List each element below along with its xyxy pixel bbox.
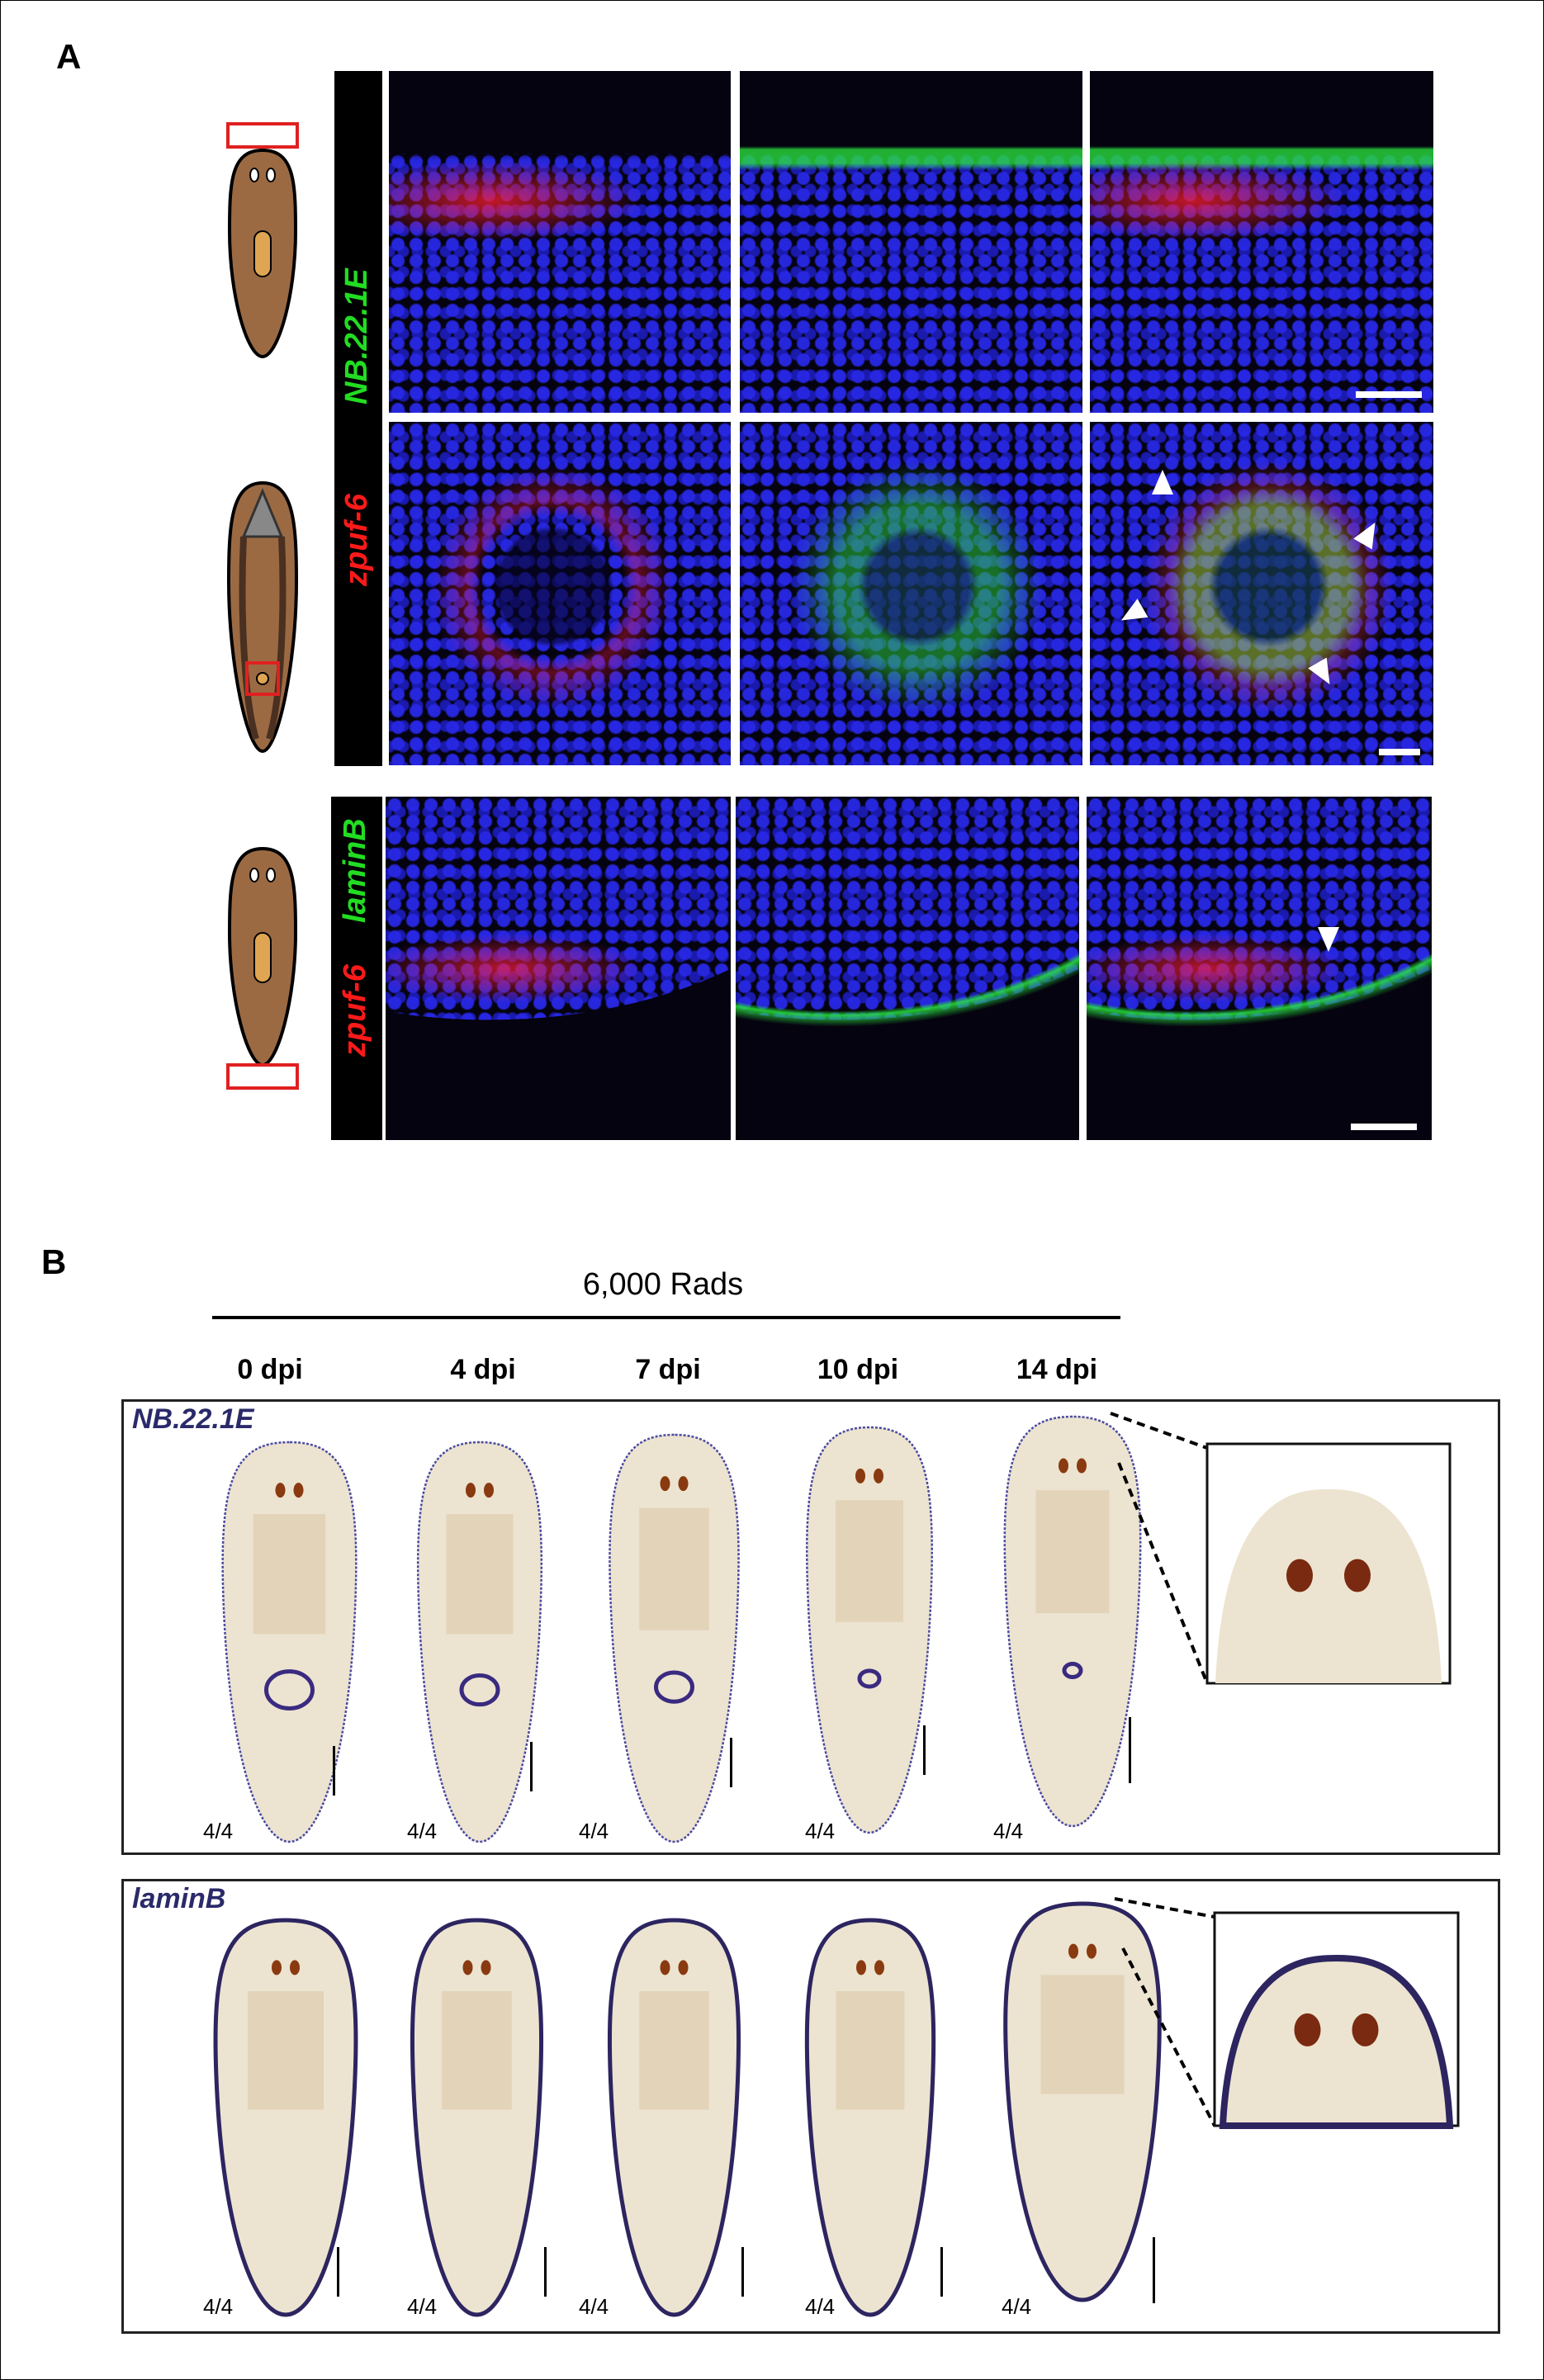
micrograph-pharynx-zpuf6 bbox=[389, 422, 731, 765]
micrograph-head-zpuf6 bbox=[389, 71, 731, 413]
eyespot bbox=[290, 1960, 300, 1975]
scale-bar bbox=[337, 2247, 339, 2297]
count-label: 4/4 bbox=[579, 2294, 609, 2319]
micrograph-head-merge bbox=[1090, 71, 1433, 413]
worm-nb221e-1 bbox=[416, 1441, 543, 1843]
count-label: 4/4 bbox=[805, 2294, 836, 2319]
scale-bar bbox=[1129, 1717, 1131, 1783]
worm-nb221e-2 bbox=[609, 1433, 740, 1843]
worm-laminb-3 bbox=[804, 1918, 943, 2317]
eyespot bbox=[1344, 1559, 1371, 1592]
scale-bar bbox=[1351, 1124, 1417, 1130]
micrograph-pharynx-merge bbox=[1090, 422, 1433, 765]
eyespot bbox=[466, 1483, 476, 1498]
nb221e-row-box bbox=[121, 1399, 1500, 1855]
eyespot bbox=[462, 1960, 473, 1975]
scale-bar bbox=[730, 1738, 732, 1787]
pharynx-signal bbox=[857, 1668, 882, 1689]
count-label: 4/4 bbox=[1002, 2294, 1032, 2319]
treatment-bar bbox=[212, 1316, 1120, 1319]
timepoint-4dpi: 4 dpi bbox=[450, 1354, 516, 1385]
channel-label-bar-2 bbox=[331, 797, 382, 1140]
arrowhead-icon bbox=[1152, 470, 1173, 494]
inset-laminb-14dpi bbox=[1213, 1911, 1460, 2129]
count-label: 4/4 bbox=[203, 1819, 234, 1843]
count-label: 4/4 bbox=[203, 2294, 234, 2319]
channel-label-bar-1 bbox=[334, 71, 382, 766]
scale-bar bbox=[530, 1742, 533, 1791]
count-label: 4/4 bbox=[579, 1819, 609, 1843]
gene-label-laminb: laminB bbox=[132, 1883, 226, 1914]
pharynx-signal bbox=[264, 1669, 315, 1710]
micrograph-head-nb221e bbox=[740, 71, 1082, 413]
eyespot bbox=[678, 1476, 689, 1492]
pharynx-signal bbox=[459, 1673, 500, 1707]
eyespot bbox=[481, 1960, 491, 1975]
scale-bar bbox=[1356, 391, 1422, 398]
eyespot bbox=[484, 1483, 494, 1498]
eyespot bbox=[660, 1476, 670, 1492]
eyespot bbox=[1294, 2013, 1321, 2046]
timepoint-14dpi: 14 dpi bbox=[1016, 1354, 1098, 1385]
region-box-tail bbox=[226, 1063, 299, 1090]
scale-bar bbox=[1153, 2237, 1155, 2303]
micrograph-tail-merge bbox=[1087, 797, 1432, 1140]
eyespot bbox=[1077, 1458, 1087, 1474]
eyespot bbox=[874, 1960, 884, 1975]
eyespot bbox=[293, 1483, 304, 1498]
eyespot bbox=[1068, 1943, 1078, 1959]
gene-label-nb221e: NB.22.1E bbox=[132, 1403, 254, 1435]
eyespot bbox=[856, 1960, 866, 1975]
region-box-pharynx bbox=[245, 661, 280, 696]
worm-cartoon-head-region bbox=[226, 122, 299, 359]
micrograph-tail-zpuf6 bbox=[386, 797, 731, 1140]
worm-nb221e-0 bbox=[221, 1441, 358, 1843]
timepoint-10dpi: 10 dpi bbox=[817, 1354, 899, 1385]
region-box-head bbox=[226, 122, 299, 149]
eyespot bbox=[1286, 1559, 1313, 1592]
pharynx-signal bbox=[654, 1670, 694, 1704]
worm-laminb-2 bbox=[607, 1918, 744, 2317]
worm-nb221e-4 bbox=[1003, 1415, 1142, 1828]
timepoint-7dpi: 7 dpi bbox=[635, 1354, 701, 1385]
count-label: 4/4 bbox=[993, 1819, 1024, 1843]
eyespot bbox=[678, 1960, 689, 1975]
scale-bar bbox=[923, 1725, 926, 1775]
micrograph-pharynx-nb221e bbox=[740, 422, 1082, 765]
scale-bar bbox=[741, 2247, 744, 2297]
eyespot bbox=[275, 1483, 286, 1498]
count-label: 4/4 bbox=[805, 1819, 836, 1843]
count-label: 4/4 bbox=[407, 2294, 438, 2319]
eyespot bbox=[272, 1960, 282, 1975]
scale-bar bbox=[1379, 749, 1420, 755]
scale-bar bbox=[940, 2247, 943, 2297]
count-label: 4/4 bbox=[407, 1819, 438, 1843]
eyespot bbox=[1352, 2013, 1379, 2046]
pharynx-signal bbox=[1062, 1662, 1083, 1680]
eyespot bbox=[874, 1468, 883, 1483]
laminb-row-box bbox=[121, 1879, 1500, 2334]
worm-laminb-4 bbox=[1003, 1901, 1162, 2303]
eyespot bbox=[1059, 1458, 1068, 1474]
panel-a-label: A bbox=[56, 37, 82, 76]
worm-cartoon-tail-region bbox=[226, 846, 299, 1090]
worm-laminb-0 bbox=[213, 1918, 358, 2317]
eyespot bbox=[855, 1468, 865, 1483]
inset-nb221e-14dpi bbox=[1205, 1442, 1452, 1685]
panel-b-label: B bbox=[41, 1242, 67, 1281]
treatment-label: 6,000 Rads bbox=[582, 1267, 744, 1302]
eyespot bbox=[1087, 1943, 1096, 1959]
worm-cartoon-pharynx-region bbox=[226, 480, 299, 754]
worm-laminb-1 bbox=[410, 1918, 547, 2317]
worm-nb221e-3 bbox=[806, 1426, 933, 1834]
scale-bar bbox=[333, 1746, 335, 1796]
eyespot bbox=[660, 1960, 670, 1975]
micrograph-tail-laminb bbox=[736, 797, 1079, 1140]
scale-bar bbox=[544, 2247, 547, 2297]
timepoint-0dpi: 0 dpi bbox=[237, 1354, 303, 1385]
